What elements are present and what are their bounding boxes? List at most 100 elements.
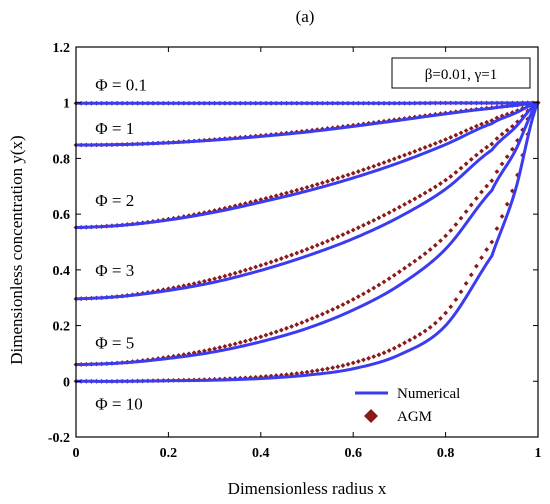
agm-marker (345, 229, 351, 235)
agm-marker (509, 146, 515, 152)
agm-marker (484, 119, 490, 125)
x-tick-label: 0.4 (252, 446, 270, 461)
agm-marker (361, 357, 366, 363)
parameter-box-frame (391, 57, 531, 89)
agm-marker (484, 247, 490, 252)
agm-marker (402, 152, 407, 158)
agm-marker (468, 157, 474, 162)
agm-marker (263, 261, 269, 267)
agm-marker (402, 202, 407, 207)
agm-marker (289, 252, 294, 258)
agm-marker (494, 226, 500, 231)
agm-marker (330, 236, 336, 242)
agm-marker (422, 251, 428, 257)
agm-marker (345, 361, 351, 367)
agm-marker (448, 228, 454, 233)
agm-marker (463, 161, 469, 167)
agm-marker (474, 123, 479, 129)
agm-marker (232, 341, 238, 347)
agm-marker (176, 353, 182, 358)
agm-marker (402, 340, 407, 346)
agm-marker (212, 346, 217, 352)
agm-marker (417, 331, 423, 337)
agm-marker (499, 131, 505, 137)
y-tick-label: 0.2 (53, 320, 71, 335)
agm-marker (176, 284, 182, 290)
y-tick-label: 1.2 (53, 41, 71, 56)
agm-marker (330, 365, 336, 371)
agm-marker (299, 248, 305, 254)
agm-marker (371, 354, 377, 360)
agm-marker (268, 259, 274, 265)
agm-marker (330, 307, 336, 312)
agm-marker (397, 343, 402, 349)
agm-marker (397, 204, 402, 210)
agm-marker (386, 158, 392, 164)
agm-marker (412, 334, 418, 340)
agm-marker (417, 147, 423, 152)
agm-series-phi-2 (73, 100, 541, 230)
agm-marker (391, 156, 397, 162)
legend-agm-swatch (364, 409, 378, 423)
agm-marker (407, 199, 413, 205)
agm-marker (196, 280, 202, 285)
agm-marker (212, 208, 217, 213)
x-tick-label: 0.8 (437, 446, 455, 461)
agm-marker (284, 190, 289, 196)
agm-marker (289, 324, 294, 329)
agm-marker (479, 255, 484, 261)
agm-marker (330, 177, 336, 183)
agm-marker (397, 154, 402, 160)
agm-marker (248, 266, 253, 272)
numerical-line-phi-1 (75, 101, 539, 147)
agm-marker (350, 227, 356, 233)
agm-marker (494, 169, 500, 175)
agm-marker (361, 222, 366, 228)
y-tick-label: 0.4 (53, 264, 71, 279)
agm-marker (458, 215, 464, 221)
agm-marker (366, 355, 371, 361)
agm-marker (432, 141, 438, 146)
agm-marker (386, 276, 392, 282)
agm-marker (227, 342, 233, 348)
agm-marker (489, 178, 495, 184)
y-tick-label: -0.2 (48, 431, 70, 446)
agm-marker (237, 269, 243, 275)
agm-marker (381, 350, 387, 356)
agm-marker (438, 238, 443, 244)
agm-marker (335, 175, 341, 181)
agm-marker (489, 141, 495, 147)
agm-marker (273, 257, 279, 263)
agm-marker (258, 334, 264, 340)
agm-marker (386, 210, 392, 216)
agm-marker (422, 190, 428, 196)
agm-marker (325, 366, 330, 372)
agm-marker (468, 202, 474, 208)
agm-marker (412, 148, 418, 154)
agm-marker (314, 368, 320, 373)
agm-marker (427, 324, 433, 330)
agm-marker (474, 152, 479, 158)
agm-marker (397, 269, 402, 275)
agm-marker (489, 239, 495, 245)
agm-marker (243, 267, 248, 273)
agm-marker (294, 250, 300, 256)
agm-marker (212, 276, 217, 282)
x-axis-title: Dimensionless radius x (228, 479, 387, 498)
x-tick-label: 1 (535, 446, 542, 461)
agm-marker (371, 285, 377, 291)
y-tick-label: 1 (63, 97, 70, 112)
agm-marker (345, 172, 351, 178)
agm-marker (299, 186, 305, 192)
legend-numerical-label: Numerical (397, 386, 460, 402)
agm-marker (201, 278, 207, 284)
agm-marker (335, 304, 341, 310)
agm-marker (407, 150, 413, 156)
agm-marker (294, 187, 300, 193)
agm-marker (438, 181, 443, 186)
agm-marker (494, 136, 500, 141)
annotation-layer: Φ = 0.1 Φ = 1 Φ = 2 Φ = 3 Φ = 5 Φ = 10 (95, 76, 147, 414)
agm-marker (463, 209, 469, 215)
agm-marker (320, 240, 325, 246)
